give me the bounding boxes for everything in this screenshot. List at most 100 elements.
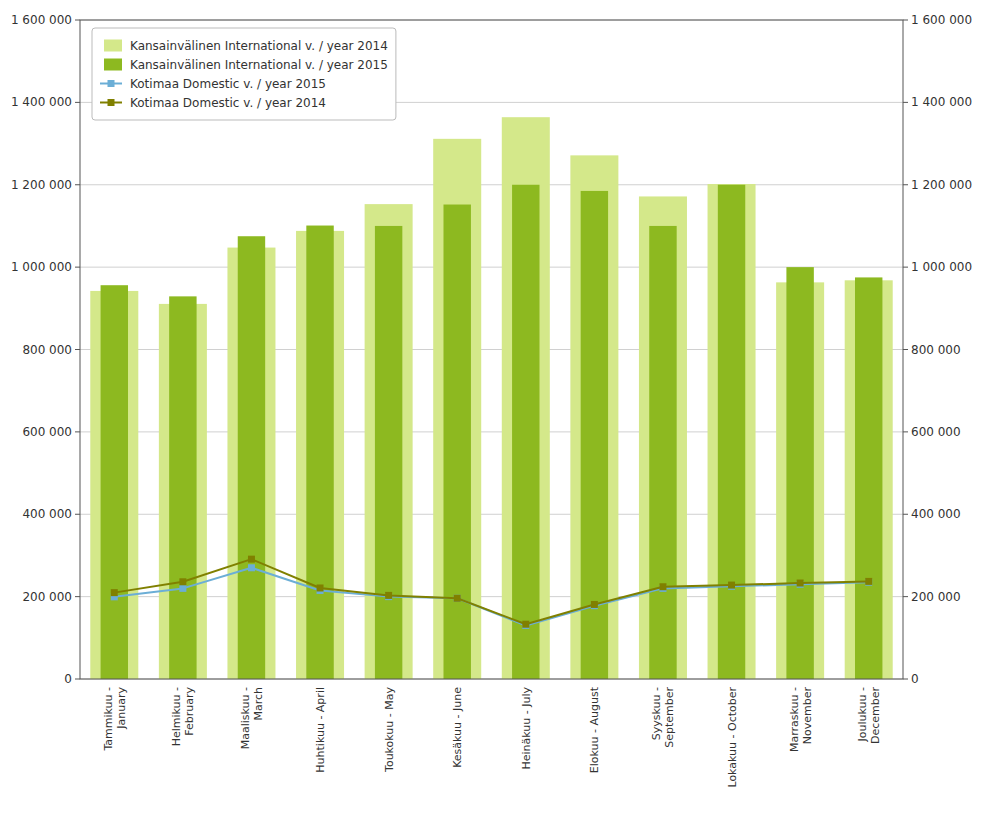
tick-label: Tammikuu -January [102,687,128,752]
tick-label: 800 000 [22,343,72,357]
tick-label: 800 000 [911,343,961,357]
tick-label: 1 400 000 [11,95,72,109]
tick-label: Joulukuu -December [856,687,882,745]
bar [169,296,196,679]
line [114,559,868,624]
marker [454,595,461,602]
x-axis: Tammikuu -January Helmikuu -February Maali… [102,686,882,787]
tick-label: 600 000 [22,425,72,439]
tick-label: Maaliskuu -March [239,687,265,749]
tick-label: Kesäkuu - June [451,687,464,768]
marker [865,578,872,585]
tick [75,679,80,680]
tick [903,596,908,597]
tick-label: 1 000 000 [911,260,972,274]
marker [659,583,666,590]
legend-label: Kansainvälinen International v. / year 2… [130,58,388,72]
bar [365,204,413,679]
marker [728,582,735,589]
tick [903,267,908,268]
legend: Kansainvälinen International v. / year 2… [92,28,396,120]
legend-box [92,28,396,120]
tick-label-line: January [115,687,128,730]
tick [903,679,908,680]
tick [75,102,80,103]
tick-label: Toukokuu - May [383,687,396,773]
marker [317,584,324,591]
marker [248,564,255,571]
bar [708,184,756,679]
tick [903,20,908,21]
marker [248,556,255,563]
bar [101,285,128,679]
bar [502,117,550,679]
y-axis-left: 0200 000400 000600 000800 0001 000 0001 … [11,13,80,686]
tick-label: 600 000 [911,425,961,439]
frame [80,20,903,679]
plot-area [80,20,903,679]
grid-line [80,267,903,268]
marker [591,601,598,608]
tick [75,431,80,432]
tick-label-line: Heinäkuu - July [520,687,533,770]
line-series [111,556,872,628]
tick-label-line: March [252,687,265,721]
bar [786,267,813,679]
bar [855,277,882,679]
tick-label-line: Maaliskuu - [239,687,252,749]
legend-label: Kansainvälinen International v. / year 2… [130,39,388,53]
marker [865,579,872,586]
bar [443,205,470,679]
bar [375,226,402,679]
tick [903,514,908,515]
tick [903,349,908,350]
tick-label: Syyskuu -September [650,687,676,748]
tick-label: 1 400 000 [911,95,972,109]
tick-label-line: Helmikuu - [170,687,183,746]
marker [111,589,118,596]
tick-label-line: November [801,687,814,745]
line [114,568,868,626]
legend-swatch [104,40,122,52]
bar [512,185,539,679]
data [90,117,892,679]
tick-label: 0 [64,672,72,686]
y-axis-right: 0200 000400 000600 000800 0001 000 0001 … [903,13,972,686]
tick-label-line: Huhtikuu - April [314,687,327,773]
tick-label-line: September [663,687,676,748]
marker [797,580,804,587]
tick-label: 400 000 [22,507,72,521]
bar [581,191,608,679]
tick-label: 0 [911,672,919,686]
tick [75,596,80,597]
tick-label-line: Marraskuu - [788,687,801,752]
tick-label: Helmikuu -February [170,687,196,747]
tick-label-line: Kesäkuu - June [451,687,464,768]
tick-label: 1 600 000 [11,13,72,27]
marker [454,595,461,602]
bar [649,226,676,679]
tick-label-line: Toukokuu - May [383,687,396,773]
tick [75,184,80,185]
marker [385,592,392,599]
tick-label: Lokakuu - October [726,687,739,788]
bar [718,185,745,679]
tick-label-line: Joulukuu - [856,687,869,742]
bar [238,236,265,679]
tick-label: 1 200 000 [11,178,72,192]
tick-label-line: Syyskuu - [650,687,663,740]
tick-label: Huhtikuu - April [314,687,327,773]
bar [306,226,333,679]
tick-label: Elokuu - August [588,686,601,773]
tick [75,349,80,350]
legend-swatch [104,59,122,71]
tick-label-line: Lokakuu - October [726,687,739,788]
tick-label: 200 000 [911,590,961,604]
marker [179,578,186,585]
tick [903,102,908,103]
tick [75,20,80,21]
marker [179,585,186,592]
legend-label: Kotimaa Domestic v. / year 2015 [130,77,326,91]
tick-label: 1 200 000 [911,178,972,192]
bar-series [101,185,883,679]
